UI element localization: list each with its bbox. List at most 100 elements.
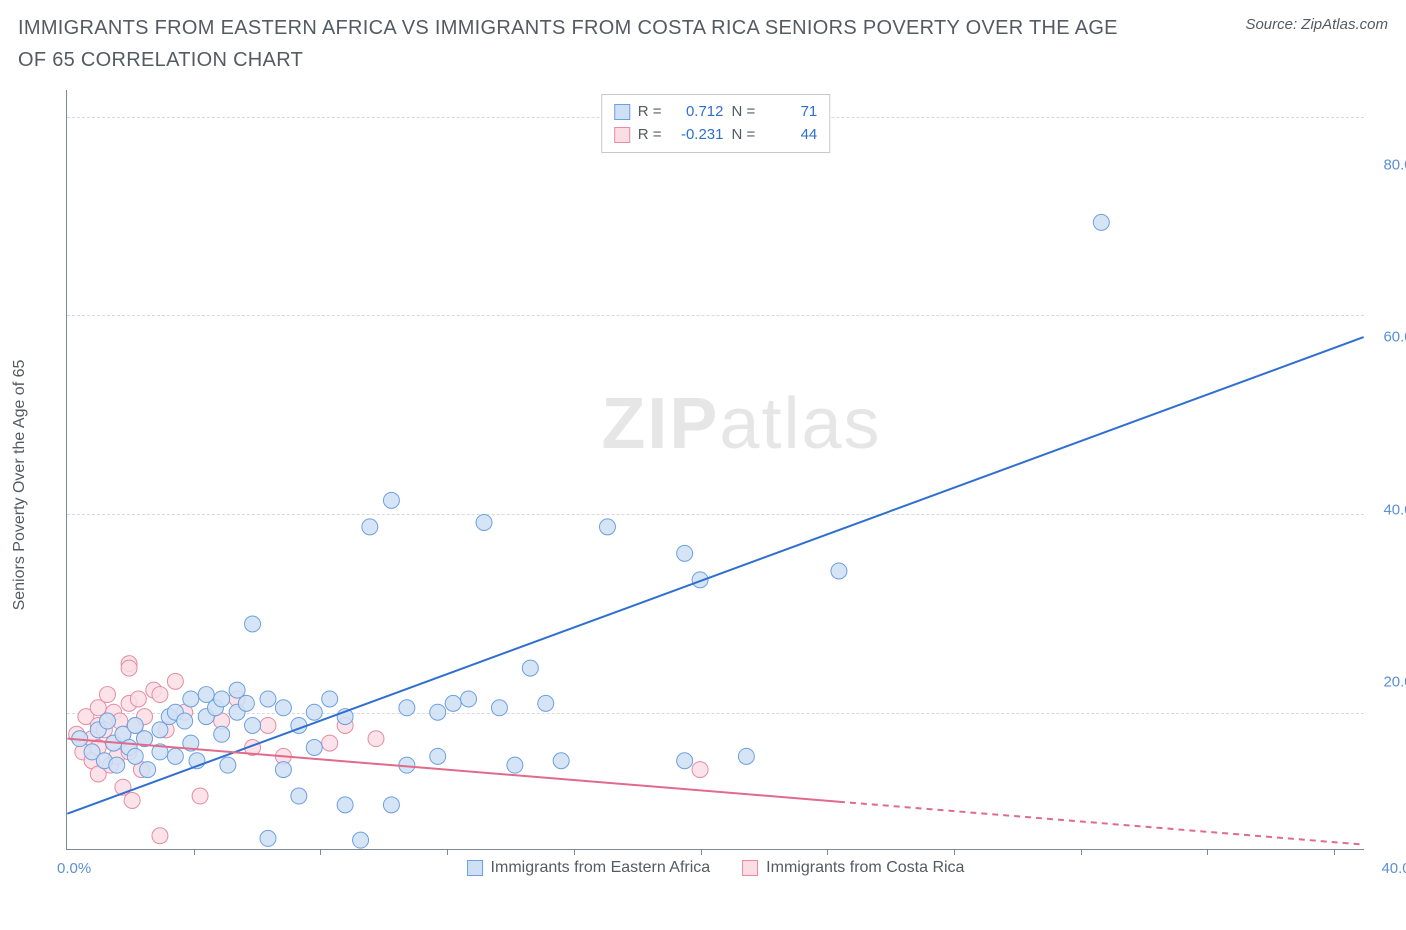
x-tick [574, 849, 575, 855]
legend-swatch-blue [467, 860, 483, 876]
x-tick [320, 849, 321, 855]
scatter-point [183, 691, 199, 707]
scatter-point [553, 753, 569, 769]
plot-region: ZIPatlas 20.0%40.0%60.0%80.0% 0.0% 40.0%… [66, 90, 1364, 850]
chart-header: IMMIGRANTS FROM EASTERN AFRICA VS IMMIGR… [18, 12, 1388, 76]
scatter-point [214, 726, 230, 742]
legend-swatch-pink [614, 127, 630, 143]
y-tick-label: 80.0% [1383, 157, 1406, 174]
scatter-point [99, 713, 115, 729]
scatter-point [291, 788, 307, 804]
scatter-point [368, 731, 384, 747]
scatter-point [522, 660, 538, 676]
chart-source: Source: ZipAtlas.com [1245, 16, 1388, 33]
legend-r-value: 0.712 [670, 101, 724, 124]
scatter-point [152, 687, 168, 703]
scatter-point [337, 797, 353, 813]
legend-series: Immigrants from Eastern Africa Immigrant… [467, 859, 965, 877]
scatter-point [430, 748, 446, 764]
x-tick [827, 849, 828, 855]
x-tick [1081, 849, 1082, 855]
scatter-point [152, 828, 168, 844]
scatter-point [124, 792, 140, 808]
legend-r-label: R = [638, 124, 662, 147]
x-tick [1334, 849, 1335, 855]
scatter-point [353, 832, 369, 848]
x-tick-label-min: 0.0% [57, 860, 91, 877]
scatter-point [109, 757, 125, 773]
scatter-point [507, 757, 523, 773]
scatter-point [362, 519, 378, 535]
legend-n-value: 44 [763, 124, 817, 147]
scatter-point [322, 735, 338, 751]
y-tick-label: 40.0% [1383, 501, 1406, 518]
scatter-point [383, 492, 399, 508]
scatter-point [322, 691, 338, 707]
scatter-point [461, 691, 477, 707]
legend-swatch-blue [614, 104, 630, 120]
chart-area: Seniors Poverty Over the Age of 65 ZIPat… [48, 90, 1388, 880]
scatter-point [692, 762, 708, 778]
legend-item-label: Immigrants from Costa Rica [766, 859, 964, 877]
scatter-point [738, 748, 754, 764]
scatter-point [1093, 214, 1109, 230]
scatter-point [275, 762, 291, 778]
x-tick-label-max: 40.0% [1381, 860, 1406, 877]
scatter-point [245, 717, 261, 733]
scatter-point [677, 545, 693, 561]
legend-n-label: N = [732, 101, 756, 124]
scatter-point [130, 691, 146, 707]
scatter-point [383, 797, 399, 813]
regression-line-dashed [839, 802, 1364, 845]
legend-item-label: Immigrants from Eastern Africa [491, 859, 711, 877]
y-tick-label: 60.0% [1383, 329, 1406, 346]
regression-line [67, 337, 1363, 814]
legend-item: Immigrants from Eastern Africa [467, 859, 711, 877]
legend-r-label: R = [638, 101, 662, 124]
y-tick-label: 20.0% [1383, 674, 1406, 691]
scatter-point [445, 695, 461, 711]
plot-svg [67, 90, 1364, 849]
scatter-point [214, 691, 230, 707]
scatter-point [220, 757, 236, 773]
scatter-point [121, 660, 137, 676]
legend-r-value: -0.231 [670, 124, 724, 147]
scatter-point [476, 514, 492, 530]
legend-stats-row: R = 0.712 N = 71 [614, 101, 818, 124]
scatter-point [127, 748, 143, 764]
scatter-point [177, 713, 193, 729]
scatter-point [260, 691, 276, 707]
scatter-point [677, 753, 693, 769]
x-tick [954, 849, 955, 855]
legend-swatch-pink [742, 860, 758, 876]
legend-stats-row: R = -0.231 N = 44 [614, 124, 818, 147]
scatter-point [399, 700, 415, 716]
legend-stats: R = 0.712 N = 71 R = -0.231 N = 44 [601, 94, 831, 153]
scatter-point [140, 762, 156, 778]
scatter-point [167, 673, 183, 689]
scatter-point [491, 700, 507, 716]
scatter-point [99, 687, 115, 703]
legend-n-label: N = [732, 124, 756, 147]
scatter-point [538, 695, 554, 711]
scatter-point [831, 563, 847, 579]
scatter-point [599, 519, 615, 535]
scatter-point [275, 700, 291, 716]
scatter-point [238, 695, 254, 711]
legend-item: Immigrants from Costa Rica [742, 859, 964, 877]
x-tick [1207, 849, 1208, 855]
scatter-point [306, 704, 322, 720]
x-tick [447, 849, 448, 855]
legend-n-value: 71 [763, 101, 817, 124]
scatter-point [260, 830, 276, 846]
scatter-point [245, 616, 261, 632]
scatter-point [167, 748, 183, 764]
scatter-point [430, 704, 446, 720]
x-tick [701, 849, 702, 855]
scatter-point [306, 740, 322, 756]
x-tick [194, 849, 195, 855]
scatter-point [192, 788, 208, 804]
y-axis-label: Seniors Poverty Over the Age of 65 [11, 360, 29, 611]
scatter-point [260, 717, 276, 733]
chart-title: IMMIGRANTS FROM EASTERN AFRICA VS IMMIGR… [18, 12, 1138, 76]
